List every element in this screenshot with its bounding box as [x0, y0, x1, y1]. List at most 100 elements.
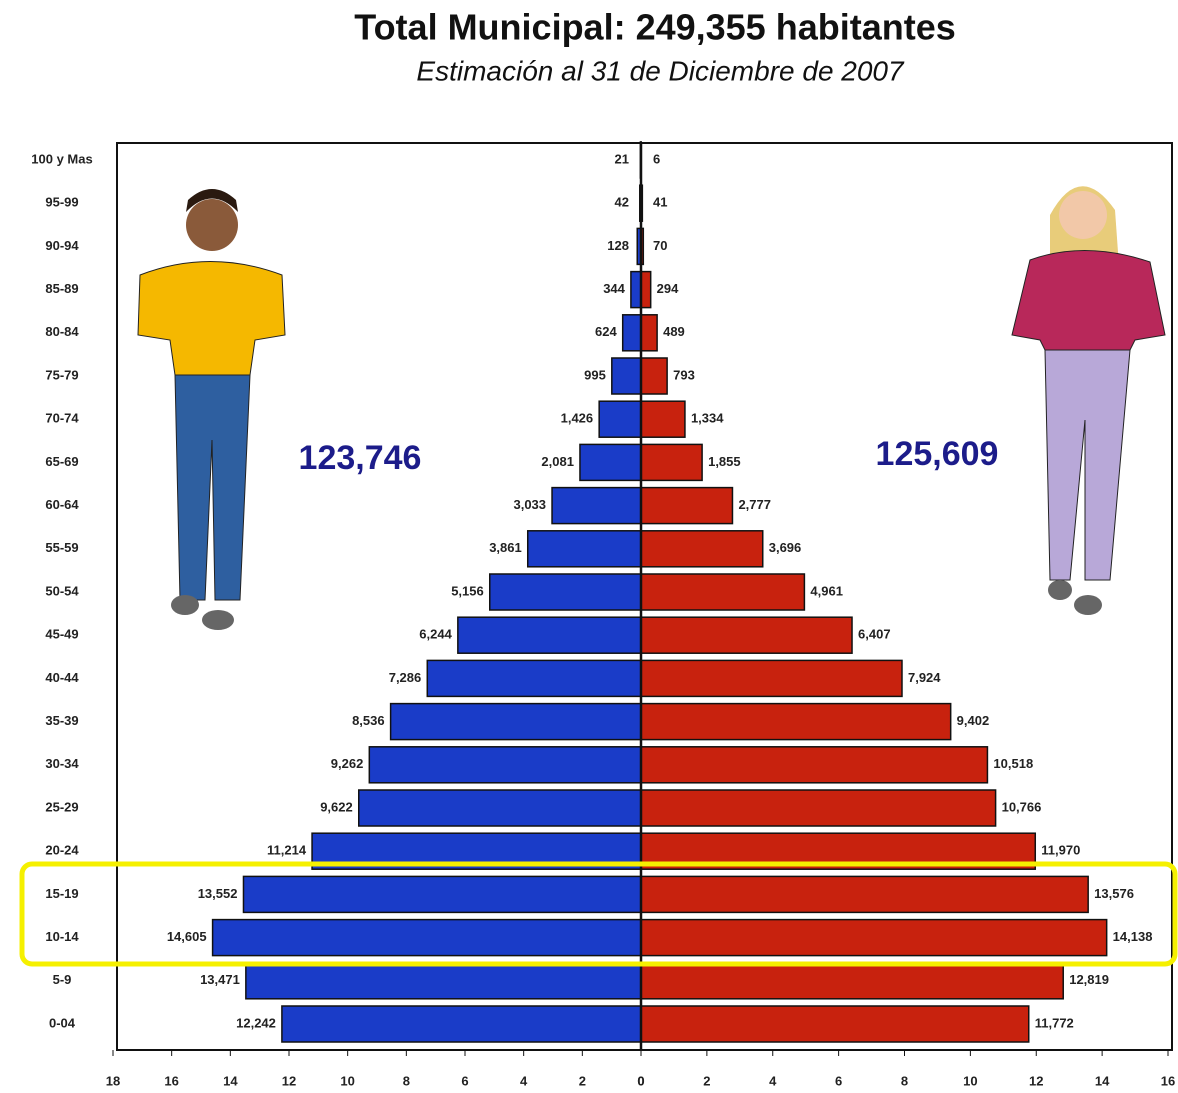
value-label: 6 [653, 151, 660, 166]
value-label: 70 [653, 238, 667, 253]
category-label: 60-64 [45, 497, 79, 512]
category-label: 15-19 [45, 886, 78, 901]
value-label: 4,961 [810, 583, 843, 598]
bar [641, 1006, 1029, 1042]
bar [246, 963, 641, 999]
x-tick-label: 14 [223, 1073, 238, 1088]
x-tick-label: 6 [461, 1073, 468, 1088]
bar [641, 272, 651, 308]
bar [213, 920, 641, 956]
value-label: 489 [663, 324, 685, 339]
chart-subtitle: Estimación al 31 de Diciembre de 2007 [416, 55, 905, 86]
chart-title: Total Municipal: 249,355 habitantes [354, 7, 956, 48]
value-label: 11,214 [267, 843, 307, 858]
man-figure [138, 189, 285, 630]
x-tick-label: 2 [579, 1073, 586, 1088]
x-tick-label: 4 [769, 1073, 777, 1088]
category-label: 30-34 [45, 756, 79, 771]
value-label: 21 [615, 151, 629, 166]
value-label: 13,576 [1094, 886, 1134, 901]
category-label: 100 y Mas [31, 151, 92, 166]
value-label: 3,861 [489, 540, 522, 555]
bar [641, 747, 987, 783]
value-label: 624 [595, 324, 617, 339]
value-label: 6,407 [858, 627, 891, 642]
bar [458, 617, 641, 653]
category-label: 25-29 [45, 799, 78, 814]
category-label: 75-79 [45, 367, 78, 382]
category-label: 95-99 [45, 195, 78, 210]
value-label: 995 [584, 367, 606, 382]
value-label: 10,518 [993, 756, 1033, 771]
x-tick-label: 4 [520, 1073, 528, 1088]
value-label: 6,244 [419, 627, 452, 642]
value-label: 13,552 [198, 886, 238, 901]
x-tick-label: 18 [106, 1073, 120, 1088]
bar [631, 272, 641, 308]
value-label: 9,262 [331, 756, 364, 771]
category-label: 50-54 [45, 583, 79, 598]
bar [391, 704, 641, 740]
bar [641, 315, 657, 351]
bar [641, 920, 1107, 956]
bar [552, 488, 641, 524]
value-label: 344 [603, 281, 625, 296]
value-label: 41 [653, 195, 667, 210]
category-label: 90-94 [45, 238, 79, 253]
category-label: 45-49 [45, 627, 78, 642]
value-label: 11,970 [1041, 843, 1080, 858]
value-label: 14,138 [1113, 929, 1153, 944]
value-label: 10,766 [1002, 799, 1042, 814]
bar [641, 444, 702, 480]
value-label: 1,426 [561, 411, 594, 426]
category-label: 65-69 [45, 454, 78, 469]
value-label: 12,242 [236, 1015, 276, 1030]
x-tick-label: 16 [1161, 1073, 1175, 1088]
x-tick-label: 12 [1029, 1073, 1043, 1088]
x-tick-label: 14 [1095, 1073, 1110, 1088]
female-total: 125,609 [876, 435, 999, 473]
bar [641, 488, 732, 524]
category-label: 70-74 [45, 411, 79, 426]
bar [282, 1006, 641, 1042]
value-label: 2,081 [541, 454, 574, 469]
value-label: 1,855 [708, 454, 741, 469]
bar [490, 574, 641, 610]
value-label: 12,819 [1069, 972, 1109, 987]
x-tick-label: 10 [963, 1073, 977, 1088]
value-label: 793 [673, 367, 695, 382]
bar [612, 358, 641, 394]
category-label: 40-44 [45, 670, 79, 685]
category-label: 35-39 [45, 713, 78, 728]
bar [599, 401, 641, 437]
bar [641, 358, 667, 394]
value-label: 2,777 [738, 497, 771, 512]
bar [641, 876, 1088, 912]
value-label: 9,622 [320, 799, 353, 814]
bar [369, 747, 641, 783]
bar [623, 315, 641, 351]
value-label: 9,402 [957, 713, 990, 728]
category-label: 80-84 [45, 324, 79, 339]
woman-figure [1012, 186, 1165, 615]
category-label: 10-14 [45, 929, 79, 944]
value-label: 42 [615, 195, 629, 210]
value-label: 13,471 [200, 972, 240, 987]
male-total: 123,746 [299, 439, 422, 477]
category-label: 20-24 [45, 843, 79, 858]
value-label: 7,286 [389, 670, 422, 685]
bar [641, 574, 804, 610]
x-tick-label: 2 [703, 1073, 710, 1088]
x-tick-label: 0 [637, 1073, 644, 1088]
bar [641, 531, 763, 567]
bar [641, 704, 951, 740]
value-label: 128 [607, 238, 629, 253]
bar [359, 790, 641, 826]
x-tick-label: 12 [282, 1073, 296, 1088]
category-label: 55-59 [45, 540, 78, 555]
x-tick-label: 6 [835, 1073, 842, 1088]
value-label: 7,924 [908, 670, 941, 685]
value-label: 14,605 [167, 929, 207, 944]
x-tick-label: 16 [164, 1073, 178, 1088]
bar [641, 963, 1063, 999]
